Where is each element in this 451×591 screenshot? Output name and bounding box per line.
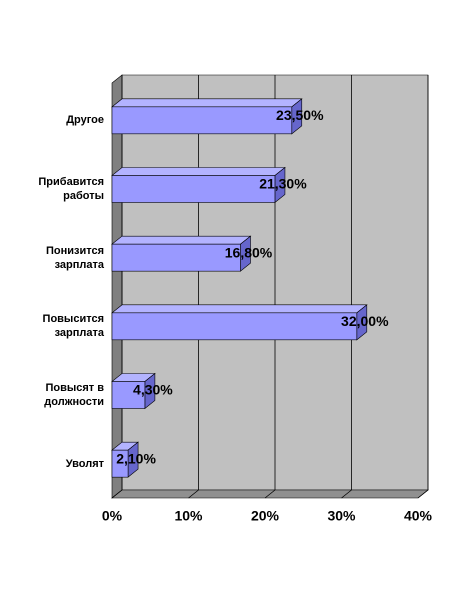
x-tick-label: 0% bbox=[102, 508, 123, 524]
value-label: 21,30% bbox=[259, 176, 307, 192]
value-label: 4,30% bbox=[133, 382, 173, 398]
bar bbox=[111, 381, 146, 409]
x-tick-label: 40% bbox=[404, 508, 433, 524]
x-tick-label: 20% bbox=[251, 508, 280, 524]
floor-grid-line bbox=[111, 489, 123, 499]
side-wall bbox=[111, 74, 123, 499]
y-tick-label: Понизится зарплата bbox=[45, 244, 104, 271]
x-tick-label: 10% bbox=[174, 508, 203, 524]
bar bbox=[111, 312, 358, 341]
floor-grid-line bbox=[264, 489, 276, 499]
bar bbox=[111, 449, 129, 478]
floor-grid-line bbox=[188, 489, 199, 499]
floor-grid-line bbox=[417, 489, 429, 499]
value-label: 32,00% bbox=[341, 313, 389, 329]
y-tick-label: Уволят bbox=[65, 457, 104, 470]
bar bbox=[111, 106, 293, 135]
x-tick-label: 30% bbox=[327, 508, 356, 524]
y-tick-label: Другое bbox=[66, 114, 104, 127]
bar bbox=[111, 243, 241, 272]
bar bbox=[111, 175, 276, 203]
bar-top bbox=[111, 235, 252, 245]
bar-top bbox=[111, 167, 286, 176]
y-tick-label: Повысят в должности bbox=[44, 382, 104, 408]
y-tick-label: Повысится зарплата bbox=[42, 313, 104, 340]
bar-top bbox=[111, 304, 368, 314]
value-label: 23,50% bbox=[276, 107, 324, 123]
floor-grid-line bbox=[341, 489, 352, 499]
value-label: 2,10% bbox=[116, 450, 156, 466]
y-tick-label: Прибавится работы bbox=[38, 176, 104, 202]
bar-top bbox=[111, 98, 303, 108]
value-label: 16,80% bbox=[225, 244, 273, 260]
